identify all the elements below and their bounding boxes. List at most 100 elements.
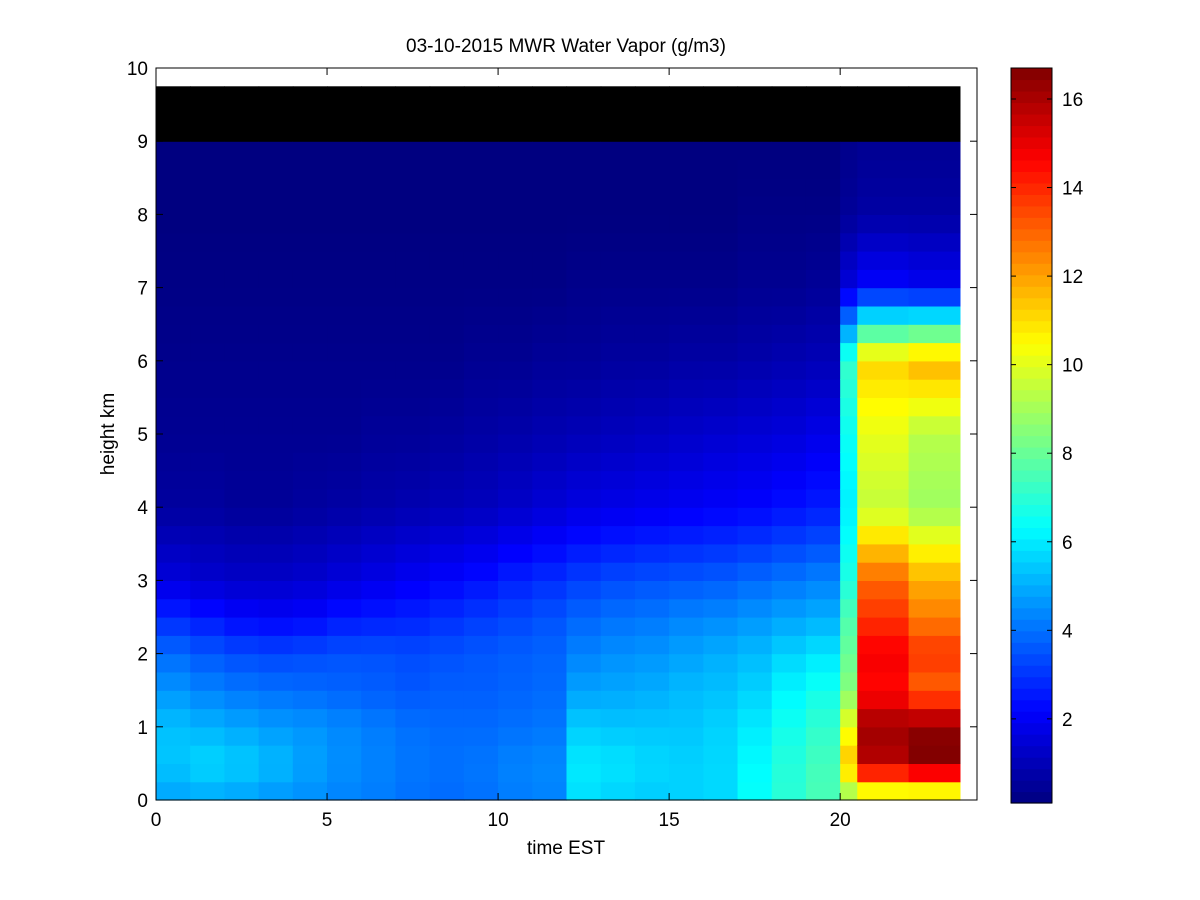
heatmap-cell [634, 507, 670, 527]
heatmap-cell [805, 360, 841, 380]
heatmap-cell [771, 488, 807, 508]
heatmap-cell [857, 470, 910, 490]
heatmap-cell [395, 525, 431, 545]
heatmap-cell [908, 543, 961, 563]
heatmap-cell [361, 708, 397, 728]
heatmap-cell [224, 781, 260, 801]
y-tick-label: 0 [137, 791, 148, 812]
heatmap-cell [703, 434, 739, 453]
heatmap-cell [566, 671, 602, 691]
heatmap-cell [327, 525, 362, 545]
heatmap-cell [224, 525, 260, 545]
heatmap-cell [361, 507, 397, 527]
heatmap-cell [600, 470, 636, 490]
heatmap-cell [463, 488, 499, 508]
heatmap-cell [429, 122, 465, 142]
heatmap-cell [737, 452, 773, 472]
heatmap-cell [463, 690, 499, 710]
heatmap-cell [292, 196, 328, 215]
heatmap-cell [857, 104, 910, 124]
heatmap-cell [156, 379, 191, 398]
heatmap-cell [224, 324, 260, 344]
heatmap-cell [669, 562, 704, 581]
heatmap-cell [258, 122, 294, 142]
heatmap-cell [292, 781, 328, 801]
heatmap-cell [532, 452, 568, 472]
heatmap-cell [703, 269, 739, 289]
colorbar-segment [1011, 102, 1052, 115]
heatmap-cell [258, 488, 294, 508]
heatmap-cell [771, 598, 807, 618]
heatmap-cell [292, 342, 328, 362]
colorbar: 2 4 6 8 10 12 14 16 [1010, 67, 1084, 804]
heatmap-cell [361, 269, 397, 289]
colorbar-segment [1011, 424, 1052, 437]
heatmap-cell [908, 726, 961, 746]
heatmap-cell [292, 397, 328, 417]
heatmap-cell [703, 745, 739, 764]
colorbar-segment [1011, 550, 1052, 563]
heatmap-cell [840, 86, 858, 106]
heatmap-cell [600, 397, 636, 417]
heatmap-cell [498, 379, 533, 398]
heatmap-cell [532, 86, 568, 106]
heatmap-cell [737, 635, 773, 655]
heatmap-cell [498, 287, 533, 307]
heatmap-cell [600, 141, 636, 161]
heatmap-cell [805, 434, 841, 453]
heatmap-cell [634, 434, 670, 453]
heatmap-cell [224, 141, 260, 161]
heatmap-cell [327, 671, 362, 691]
heatmap-cell [669, 159, 704, 179]
heatmap-cell [771, 726, 807, 746]
heatmap-cell [224, 726, 260, 746]
heatmap-cell [737, 543, 773, 563]
heatmap-cell [737, 360, 773, 380]
heatmap-cell [600, 177, 636, 197]
heatmap-cell [634, 671, 670, 691]
heatmap-cell [840, 781, 858, 801]
heatmap-cell [327, 488, 362, 508]
heatmap-cell [532, 397, 568, 417]
heatmap-cell [190, 726, 226, 746]
heatmap-cell [703, 452, 739, 472]
colorbar-segment [1011, 458, 1052, 471]
heatmap-cell [566, 781, 602, 801]
heatmap-cell [429, 177, 465, 197]
heatmap-cell [258, 671, 294, 691]
colorbar-segment [1011, 148, 1052, 161]
heatmap-cell [224, 196, 260, 215]
heatmap-cell [395, 177, 431, 197]
heatmap-cell [361, 397, 397, 417]
y-tick-label: 1 [137, 718, 148, 739]
heatmap-cell [429, 305, 465, 325]
heatmap-cell [840, 745, 858, 764]
heatmap-cell [634, 141, 670, 161]
heatmap-cell [463, 104, 499, 124]
heatmap-cell [566, 269, 602, 289]
heatmap-cell [805, 671, 841, 691]
heatmap-cell [190, 214, 226, 234]
heatmap-cell [224, 214, 260, 234]
heatmap-cell [566, 360, 602, 380]
heatmap-cell [292, 177, 328, 197]
heatmap-cell [361, 196, 397, 215]
heatmap-cell [600, 507, 636, 527]
colorbar-segment [1011, 734, 1052, 747]
heatmap-cell [395, 397, 431, 417]
colorbar-segment [1011, 251, 1052, 264]
heatmap-cell [857, 562, 910, 581]
heatmap-cell [737, 525, 773, 545]
heatmap-cell [395, 745, 431, 764]
heatmap-cell [634, 360, 670, 380]
heatmap-cell [190, 324, 226, 344]
heatmap-cell [292, 690, 328, 710]
heatmap-cell [463, 177, 499, 197]
heatmap-cell [498, 397, 533, 417]
heatmap-cell [361, 104, 397, 124]
heatmap-cell [156, 690, 191, 710]
heatmap-cell [258, 397, 294, 417]
heatmap-cell [429, 745, 465, 764]
heatmap-cell [703, 196, 739, 215]
heatmap-cell [292, 214, 328, 234]
